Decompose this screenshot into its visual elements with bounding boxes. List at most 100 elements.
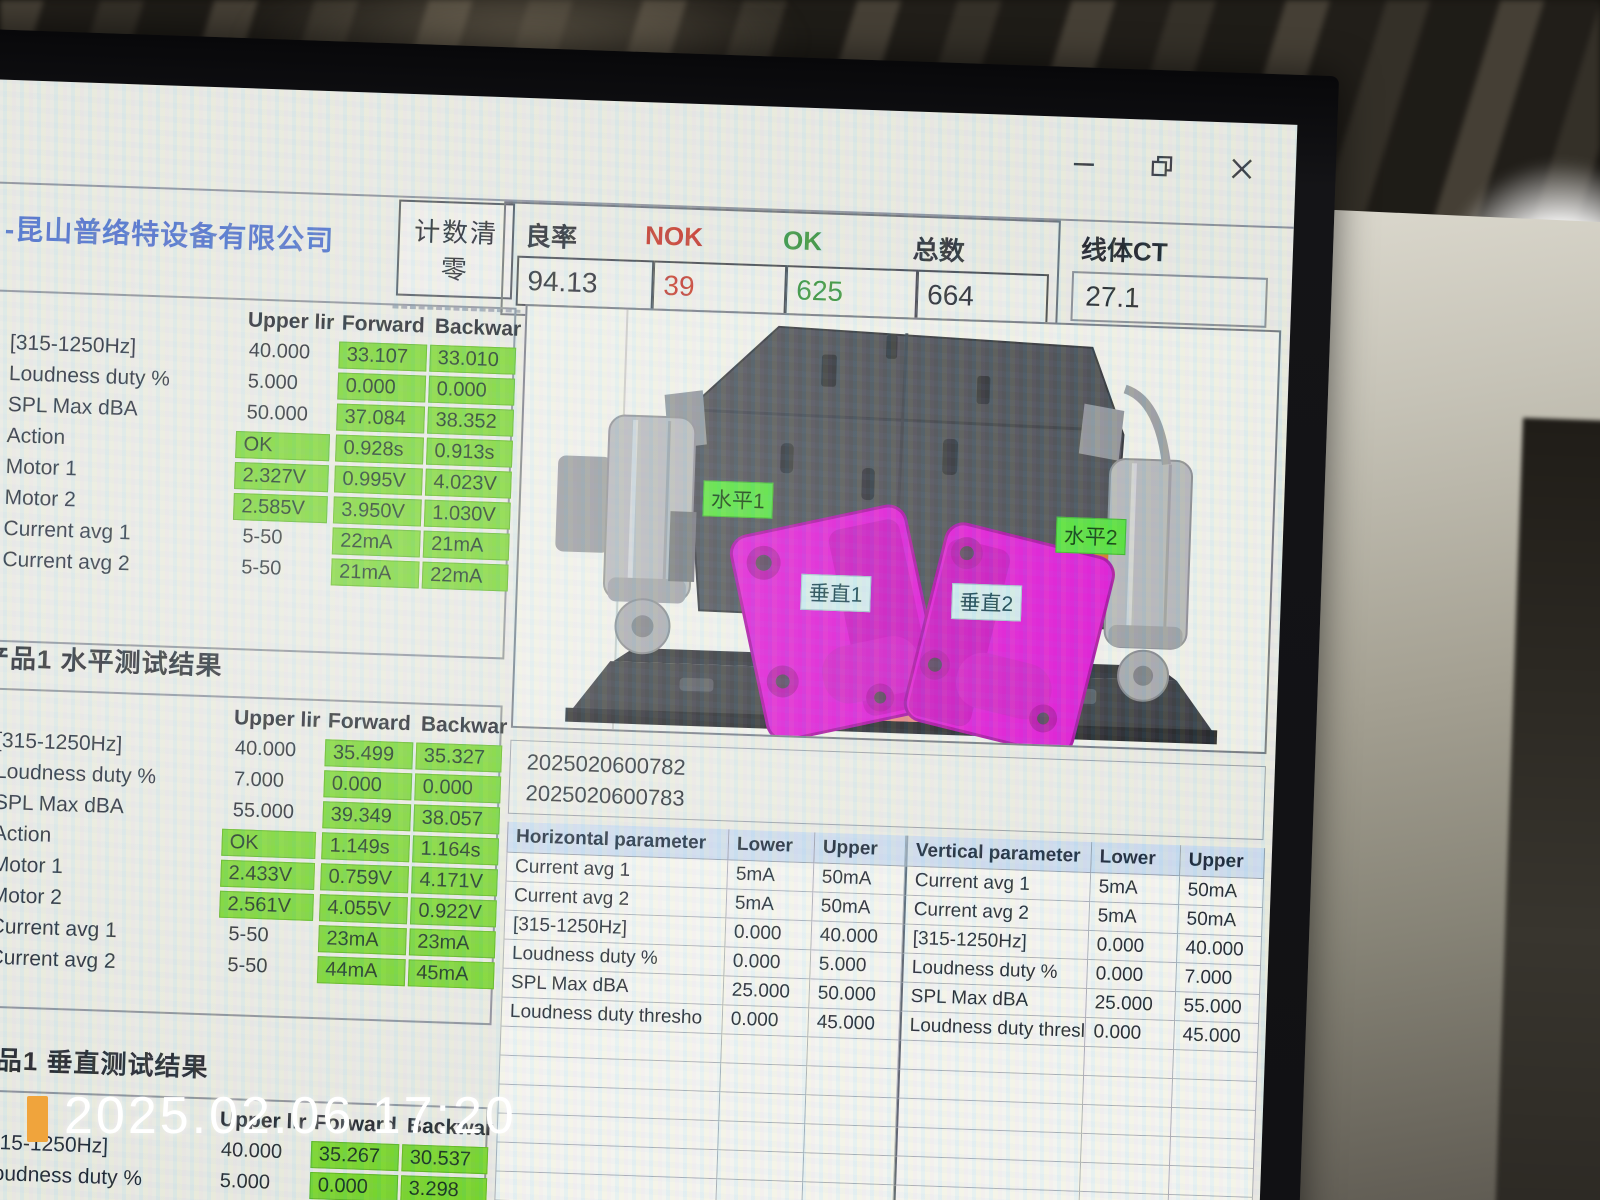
stat-label-nok: NOK — [644, 220, 704, 253]
result-cell-limit: 5.000 — [219, 1169, 271, 1194]
result-cell-backward: 45mA — [407, 959, 495, 990]
machine-3d-view: 水平1 水平2 垂直1 垂直2 — [510, 304, 1282, 756]
param-cell: 0.000 — [1087, 960, 1178, 993]
result-cell-backward: 1.030V — [423, 499, 511, 530]
result-cell-limit: 5-50 — [242, 525, 283, 549]
param-empty-cell — [717, 1150, 805, 1183]
result-cell-forward: 44mA — [316, 956, 406, 987]
param-cell: 5mA — [727, 860, 815, 893]
result-cell-forward: 0.759V — [320, 863, 409, 894]
param-cell: 50mA — [813, 863, 906, 896]
stat-label-yield: 良率 — [524, 220, 578, 253]
param-empty-cell — [807, 1037, 900, 1070]
param-header-cell: Lower — [1091, 842, 1182, 877]
result-cell-limit: OK — [221, 828, 317, 859]
param-cell: 25.000 — [1086, 989, 1177, 1022]
result-cell-backward: 22mA — [421, 561, 509, 592]
param-cell: 0.000 — [722, 1005, 810, 1038]
param-empty-cell — [1173, 1050, 1258, 1083]
result-cell-backward: 4.171V — [411, 866, 498, 897]
result-row-label: SPL Max dBA — [7, 393, 139, 421]
param-empty-cell — [1082, 1104, 1173, 1138]
param-empty-cell — [719, 1092, 807, 1125]
result-row-label: Current avg 2 — [2, 547, 131, 576]
titlebar — [0, 77, 1298, 229]
param-cell: 0.000 — [725, 918, 813, 951]
result-cell-limit: 5-50 — [227, 954, 268, 978]
param-cell: 0.000 — [724, 947, 812, 980]
column-header-2: Backwar — [434, 314, 522, 341]
result-cell-forward: 33.107 — [338, 341, 428, 372]
machine-drawing — [555, 309, 1218, 756]
company-title: -昆山普络特设备有限公司 — [4, 213, 335, 257]
param-empty-cell — [1081, 1133, 1171, 1167]
label-horizontal-2: 水平2 — [1055, 516, 1127, 556]
param-cell: 55.000 — [1175, 992, 1261, 1025]
param-cell: 50.000 — [809, 979, 902, 1012]
result-cell-forward: 4.055V — [319, 894, 408, 925]
result-row-label: SPL Max dBA — [0, 790, 125, 819]
result-cell-forward: 0.928s — [335, 434, 424, 465]
restore-icon — [1151, 155, 1173, 177]
param-cell: 45.000 — [808, 1008, 901, 1041]
param-cell: 5mA — [1090, 873, 1181, 906]
result-table-1: Upper lir Forward Backwar [315-1250Hz] 40.00… — [0, 286, 522, 660]
param-cell: 0.000 — [1085, 1017, 1176, 1051]
count-reset-button[interactable]: 计数清零 — [395, 199, 516, 300]
stat-label-total: 总数 — [912, 234, 966, 267]
section-title-vertical: 产品1 垂直测试结果 — [0, 1044, 210, 1083]
camera-overlay-marker — [27, 1096, 48, 1142]
param-empty-cell — [1170, 1108, 1256, 1140]
result-row-label: Motor 1 — [5, 454, 78, 481]
param-empty-cell — [720, 1063, 808, 1096]
param-cell: 5mA — [726, 889, 814, 922]
param-empty-cell — [1168, 1166, 1254, 1198]
result-cell-forward: 0.000 — [309, 1172, 399, 1200]
result-cell-backward: 0.000 — [428, 375, 516, 406]
label-vertical-2: 垂直2 — [950, 583, 1022, 622]
param-cell: 5.000 — [810, 950, 903, 983]
param-empty-cell — [1084, 1046, 1175, 1080]
result-cell-backward: 0.922V — [409, 897, 497, 928]
param-cell: 5mA — [1089, 902, 1180, 935]
column-header-1: Forward — [327, 709, 412, 736]
restore-button[interactable] — [1141, 145, 1182, 186]
result-cell-backward: 38.057 — [413, 804, 501, 835]
result-row-label: Loudness duty % — [0, 759, 157, 789]
result-cell-forward: 1.149s — [321, 832, 411, 863]
label-horizontal-1: 水平1 — [702, 480, 774, 519]
param-empty-cell — [803, 1153, 896, 1186]
minimize-button[interactable] — [1063, 143, 1104, 184]
result-cell-limit: 40.000 — [248, 339, 311, 364]
result-cell-forward: 22mA — [331, 527, 421, 558]
column-header-0: Upper lir — [247, 308, 335, 335]
param-empty-cell — [721, 1034, 809, 1067]
camera-timestamp: 2025.02.06 17:20 — [64, 1087, 517, 1145]
result-cell-forward: 35.499 — [324, 739, 414, 770]
result-row-label: Loudness duty % — [8, 362, 171, 391]
param-empty-cell — [806, 1066, 899, 1099]
result-cell-limit: 5.000 — [247, 370, 299, 395]
param-header-cell: Upper — [814, 832, 907, 867]
result-cell-limit: 50.000 — [246, 401, 309, 426]
column-header-1: Forward — [341, 311, 426, 338]
result-cell-limit: 2.327V — [234, 461, 329, 493]
param-empty-cell — [804, 1124, 897, 1157]
param-cell: 40.000 — [1177, 934, 1263, 967]
result-cell-forward: 37.084 — [336, 403, 426, 434]
param-empty-cell — [1083, 1075, 1174, 1109]
param-cell: 25.000 — [723, 976, 811, 1009]
result-cell-limit: 5-50 — [240, 556, 282, 580]
param-empty-cell — [805, 1095, 898, 1128]
result-table-horizontal: Upper lir Forward Backwar [315-1250Hz] 40.00… — [0, 684, 508, 1026]
column-header-0: Upper lir — [233, 706, 321, 733]
close-button[interactable] — [1221, 148, 1262, 189]
result-row-label: Current avg 1 — [0, 914, 118, 943]
parameter-table: Horizontal parameter Lower Upper Vertical p… — [486, 821, 1266, 1200]
result-row-label: [315-1250Hz] — [0, 728, 123, 757]
result-row-label: Loudness duty % — [0, 1161, 143, 1191]
result-cell-limit: 2.561V — [219, 890, 314, 921]
param-cell: 40.000 — [811, 921, 904, 954]
result-row-label: Action — [0, 821, 52, 847]
